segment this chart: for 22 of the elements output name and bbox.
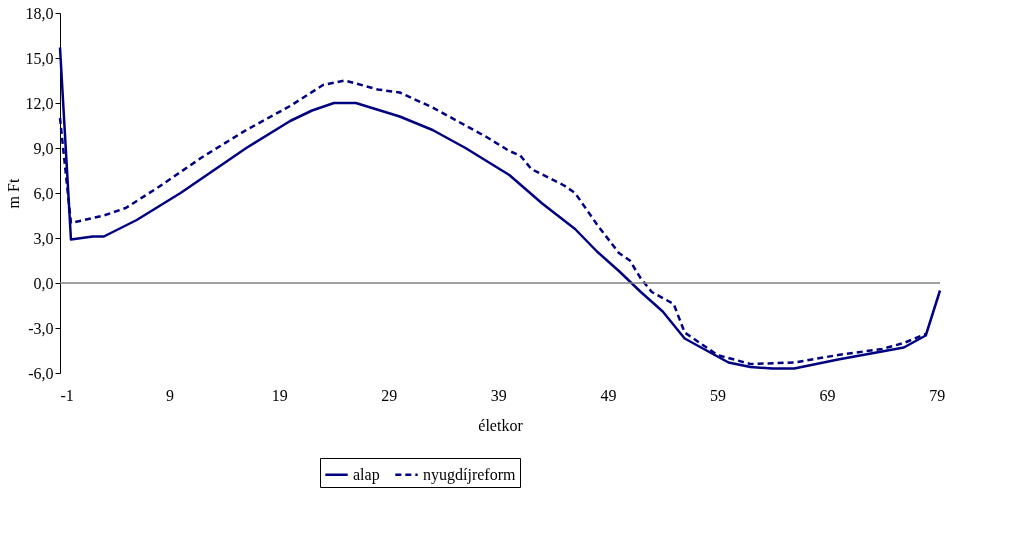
x-tick-label: 19 [271, 386, 288, 404]
x-axis-title: életkor [478, 416, 524, 434]
y-tick-label: 15,0 [25, 49, 54, 67]
legend-label: alap [353, 465, 380, 484]
y-tick-label: 12,0 [25, 94, 54, 112]
y-tick-label: 3,0 [33, 229, 54, 247]
x-tick-label: 9 [166, 386, 175, 404]
x-tick-label: 79 [929, 386, 946, 404]
x-tick-label: -1 [60, 386, 74, 404]
x-tick-label: 49 [600, 386, 617, 404]
y-tick-label: -6,0 [28, 364, 54, 382]
x-tick-label: 39 [490, 386, 507, 404]
y-tick-label: -3,0 [28, 319, 54, 337]
x-tick-label: 29 [381, 386, 398, 404]
y-tick-label: 0,0 [33, 274, 54, 292]
y-axis-title: m Ft [4, 178, 22, 209]
x-tick-label: 69 [819, 386, 836, 404]
y-tick-label: 6,0 [33, 184, 54, 202]
y-tick-label: 9,0 [33, 139, 54, 157]
x-tick-label: 59 [710, 386, 727, 404]
y-tick-label: 18,0 [25, 4, 54, 22]
legend-label: nyugdíjreform [423, 465, 516, 484]
